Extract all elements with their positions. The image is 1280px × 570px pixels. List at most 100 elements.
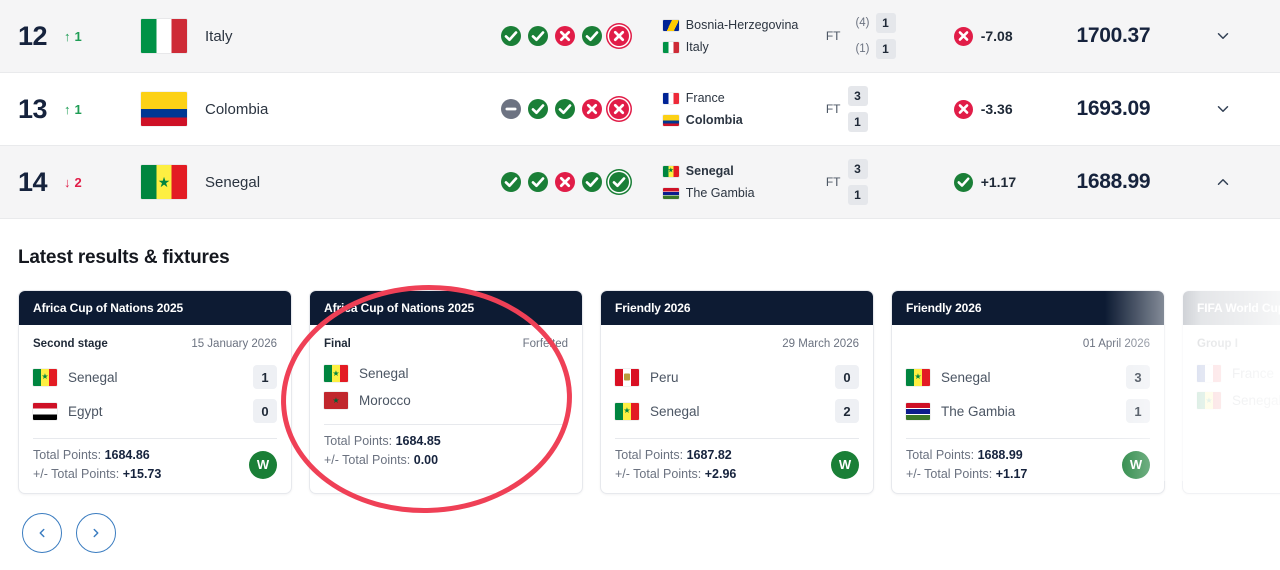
chevron-up-icon	[1217, 179, 1229, 185]
card-competition: FIFA World Cup 2026™	[1183, 291, 1280, 325]
team-name: Senegal	[205, 173, 261, 191]
flag-icon	[662, 114, 679, 126]
ranking-row[interactable]: 12 ↑ 1 Italy Bosnia-Herzegovina Italy FT (4) 1 (1…	[0, 0, 1280, 73]
flag-icon	[662, 187, 679, 199]
flag-icon	[324, 392, 348, 409]
card-date: Forfeited	[522, 337, 568, 350]
card-stage: Second stage	[33, 337, 108, 350]
form-result-win[interactable]	[501, 26, 522, 46]
home-score-line: 3	[847, 159, 868, 179]
card-footer: Total Points: 1687.82 +/- Total Points: +…	[615, 448, 859, 481]
form-result-win[interactable]	[555, 99, 576, 119]
home-penalty-score: (4)	[855, 17, 870, 29]
match-home-name: Senegal	[685, 164, 734, 178]
last-match-cell[interactable]: ★ Senegal The Gambia	[649, 164, 826, 200]
card-meta: Group I	[1197, 336, 1280, 351]
row-expand-toggle[interactable]	[1214, 100, 1280, 118]
card-team-row: Egypt 0	[33, 394, 277, 428]
flag-icon: ★	[906, 368, 930, 386]
ranking-row[interactable]: 13 ↑ 1 Colombia France Colombia FT 3 1 -3.36 1693.…	[0, 73, 1280, 146]
cross-icon	[958, 104, 969, 114]
form-result-win[interactable]	[582, 26, 603, 46]
flag-icon	[662, 92, 679, 104]
card-team-row: ★ Senegal 2	[615, 394, 859, 428]
card-total-points-value: 1687.82	[686, 448, 732, 462]
check-icon	[586, 31, 599, 42]
check-icon	[505, 177, 518, 188]
form-result-win[interactable]	[582, 172, 603, 192]
row-expand-toggle[interactable]	[1214, 173, 1280, 191]
form-result-win[interactable]	[501, 172, 522, 192]
card-date: 01 April 2026	[1082, 337, 1150, 350]
card-body: Second stage 15 January 2026 ★ Senegal 1 Egyp…	[19, 325, 291, 493]
card-meta: 29 March 2026	[615, 336, 859, 351]
form-result-loss[interactable]	[555, 26, 576, 46]
card-team-score: 1	[253, 365, 277, 389]
away-score-line: (1) 1	[848, 39, 896, 59]
result-card[interactable]: FIFA World Cup 2026™ Group I France ★ Senega…	[1182, 290, 1280, 494]
match-score-cell: FT (4) 1 (1) 1	[826, 13, 944, 59]
star-icon: ★	[1205, 395, 1213, 405]
away-score: 1	[847, 112, 868, 132]
card-team-name: The Gambia	[941, 403, 1016, 419]
star-icon: ★	[623, 406, 631, 415]
total-points-value: 1700.37	[1076, 24, 1151, 47]
flag-icon	[906, 402, 930, 420]
ranking-row[interactable]: 14 ↓ 2 ★ Senegal ★ Senegal The Gambia FT 3 1 +1.17 1…	[0, 146, 1280, 219]
result-card[interactable]: Africa Cup of Nations 2025 Second stage 15…	[18, 290, 292, 494]
points-delta-cell: -7.08	[944, 26, 1077, 46]
away-score-line: 1	[847, 112, 868, 132]
form-result-win[interactable]	[528, 172, 549, 192]
rank-movement: ↑ 1	[64, 29, 82, 44]
flag-icon	[141, 19, 187, 53]
form-cell	[501, 99, 648, 119]
form-result-loss-latest[interactable]	[609, 26, 630, 46]
card-date: 15 January 2026	[191, 337, 277, 350]
form-result-win[interactable]	[528, 99, 549, 119]
arrow-up-icon: ↑	[64, 28, 71, 44]
card-delta-points-value: +2.96	[704, 467, 737, 481]
card-competition: Africa Cup of Nations 2025	[19, 291, 291, 325]
rank-number: 13	[18, 93, 48, 124]
team-cell[interactable]: ★ Senegal	[128, 165, 501, 199]
check-icon	[613, 177, 626, 188]
form-result-win[interactable]	[528, 26, 549, 46]
chevron-left-icon	[39, 528, 45, 538]
team-cell[interactable]: Colombia	[128, 92, 501, 126]
form-result-loss[interactable]	[555, 172, 576, 192]
result-card[interactable]: Friendly 2026 01 April 2026 ★ Senegal 3 The G…	[891, 290, 1165, 494]
rank-cell: 13 ↑ 1	[0, 94, 128, 125]
result-card[interactable]: Friendly 2026 29 March 2026 Peru 0 ★ Senegal 2…	[600, 290, 874, 494]
points-delta-cell: +1.17	[944, 172, 1077, 192]
card-body: 01 April 2026 ★ Senegal 3 The Gambia 1 Total P…	[892, 325, 1164, 493]
card-team-row: Peru 0	[615, 360, 859, 394]
row-expand-toggle[interactable]	[1214, 27, 1280, 45]
form-result-win-latest[interactable]	[609, 172, 630, 192]
form-result-loss-latest[interactable]	[609, 99, 630, 119]
delta-up-icon	[953, 172, 973, 192]
form-result-loss[interactable]	[582, 99, 603, 119]
carousel-prev-button[interactable]	[22, 513, 62, 553]
card-competition: Friendly 2026	[601, 291, 873, 325]
home-score-line: 3	[847, 86, 868, 106]
card-body: Final Forfeited ★ Senegal Morocco Total Point…	[310, 325, 582, 479]
card-competition: Africa Cup of Nations 2025	[310, 291, 582, 325]
form-result-draw[interactable]	[501, 99, 522, 119]
last-match-cell[interactable]: Bosnia-Herzegovina Italy	[649, 18, 826, 54]
result-card[interactable]: Africa Cup of Nations 2025 Final Forfeited…	[309, 290, 583, 494]
team-cell[interactable]: Italy	[128, 19, 501, 53]
card-footer: Total Points: 1688.99 +/- Total Points: +…	[906, 448, 1150, 481]
flag-icon	[1197, 365, 1221, 382]
away-score: 1	[875, 39, 896, 59]
card-team-row: France	[1197, 360, 1280, 387]
carousel-next-button[interactable]	[76, 513, 116, 553]
cross-icon	[958, 31, 969, 41]
rank-movement: ↑ 1	[64, 102, 82, 117]
card-total-points-value: 1684.86	[104, 448, 150, 462]
section-title: Latest results & fixtures	[18, 247, 230, 268]
flag-icon	[662, 19, 679, 31]
star-icon: ★	[41, 372, 49, 381]
last-match-cell[interactable]: France Colombia	[649, 91, 826, 127]
card-team-name: Morocco	[359, 393, 411, 408]
